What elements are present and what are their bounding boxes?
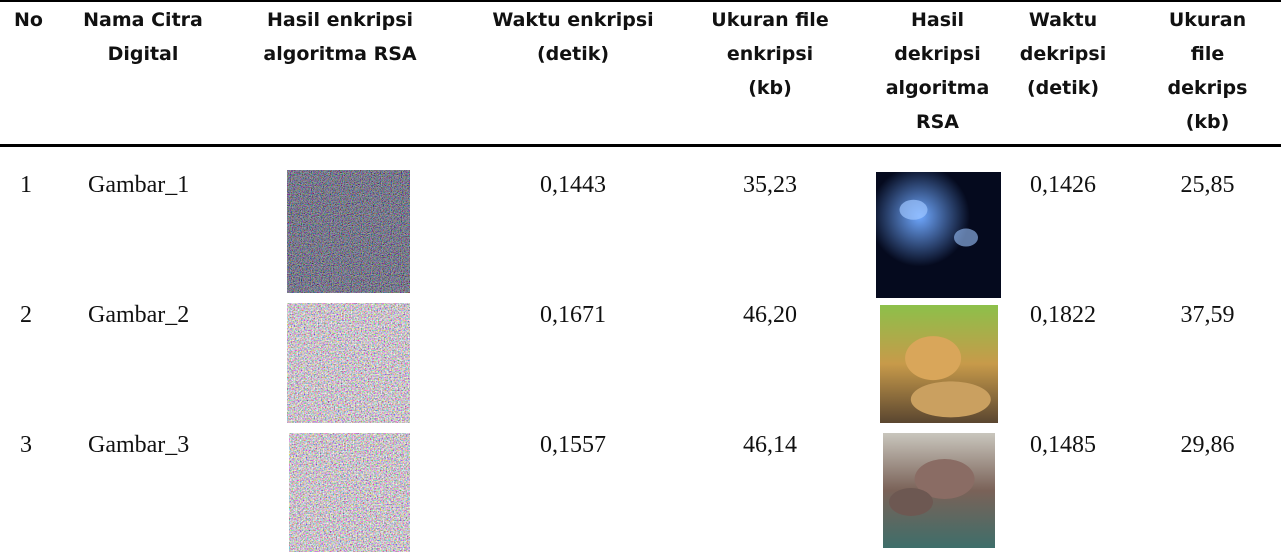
header-line: dekripsi: [1013, 37, 1113, 71]
header-line: Waktu enkripsi: [468, 3, 678, 37]
header-line: file: [1150, 37, 1265, 71]
top-rule: [0, 0, 1281, 2]
decrypted-image: [883, 433, 995, 548]
header-line: Ukuran: [1150, 3, 1265, 37]
header-line: dekrips: [1150, 71, 1265, 105]
cell-dec-size: 37,59: [1150, 300, 1265, 330]
header-line: Hasil: [870, 3, 1005, 37]
cell-no: 2: [20, 300, 60, 330]
header-line: dekripsi: [870, 37, 1005, 71]
decrypted-image: [876, 172, 1001, 298]
header-line: Ukuran file: [695, 3, 845, 37]
cell-dec-size: 25,85: [1150, 170, 1265, 200]
cell-no: 1: [20, 170, 60, 200]
cell-name: Gambar_3: [88, 430, 238, 460]
column-header: Waktu enkripsi(detik): [468, 3, 678, 71]
cell-enc-size: 46,14: [700, 430, 840, 460]
page: {"table": { "header": [ ["No"], ["Nama C…: [0, 0, 1281, 560]
header-line: (kb): [695, 71, 845, 105]
cell-dec-time: 0,1822: [1013, 300, 1113, 330]
header-line: (detik): [1013, 71, 1113, 105]
encrypted-image: [289, 433, 410, 552]
cell-name: Gambar_2: [88, 300, 238, 330]
header-line: (detik): [468, 37, 678, 71]
header-line: (kb): [1150, 105, 1265, 139]
cell-enc-size: 46,20: [700, 300, 840, 330]
header-rule: [0, 144, 1281, 147]
cell-dec-time: 0,1485: [1013, 430, 1113, 460]
cell-enc-time: 0,1557: [478, 430, 668, 460]
column-header: No: [14, 3, 64, 37]
cell-enc-size: 35,23: [700, 170, 840, 200]
header-line: Digital: [78, 37, 208, 71]
cell-name: Gambar_1: [88, 170, 238, 200]
decrypted-image: [880, 305, 998, 423]
header-line: RSA: [870, 105, 1005, 139]
header-line: enkripsi: [695, 37, 845, 71]
header-line: algoritma: [870, 71, 1005, 105]
header-line: Waktu: [1013, 3, 1113, 37]
cell-enc-time: 0,1443: [478, 170, 668, 200]
header-line: algoritma RSA: [250, 37, 430, 71]
cell-no: 3: [20, 430, 60, 460]
encrypted-image: [287, 170, 410, 293]
cell-dec-time: 0,1426: [1013, 170, 1113, 200]
encrypted-image: [287, 303, 410, 423]
header-line: No: [14, 3, 64, 37]
header-line: Hasil enkripsi: [250, 3, 430, 37]
cell-dec-size: 29,86: [1150, 430, 1265, 460]
cell-enc-time: 0,1671: [478, 300, 668, 330]
header-line: Nama Citra: [78, 3, 208, 37]
